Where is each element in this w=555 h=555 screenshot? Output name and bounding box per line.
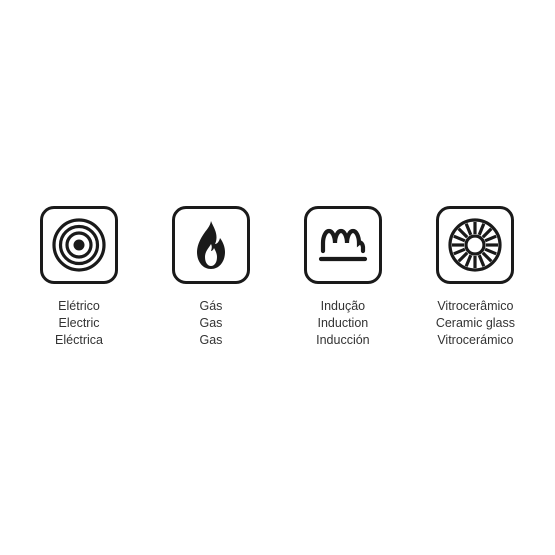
gas-icon-box xyxy=(172,206,250,284)
cooktop-compatibility-icons: Elétrico Electric Eléctrica Gás Gas Gas xyxy=(40,206,515,349)
label-es: Gas xyxy=(199,332,222,349)
label-es: Inducción xyxy=(316,332,370,349)
label-pt: Indução xyxy=(316,298,370,315)
electric-labels: Elétrico Electric Eléctrica xyxy=(55,298,103,349)
label-es: Eléctrica xyxy=(55,332,103,349)
ceramic-radial-icon xyxy=(447,217,503,273)
label-es: Vitrocerámico xyxy=(436,332,515,349)
gas-flame-icon xyxy=(183,217,239,273)
ceramic-icon-box xyxy=(436,206,514,284)
item-electric: Elétrico Electric Eléctrica xyxy=(40,206,118,349)
induction-labels: Indução Induction Inducción xyxy=(316,298,370,349)
ceramic-labels: Vitrocerâmico Ceramic glass Vitrocerámic… xyxy=(436,298,515,349)
induction-icon-box xyxy=(304,206,382,284)
gas-labels: Gás Gas Gas xyxy=(199,298,222,349)
electric-icon-box xyxy=(40,206,118,284)
item-gas: Gás Gas Gas xyxy=(172,206,250,349)
label-en: Electric xyxy=(55,315,103,332)
label-en: Gas xyxy=(199,315,222,332)
item-ceramic: Vitrocerâmico Ceramic glass Vitrocerámic… xyxy=(436,206,515,349)
label-pt: Vitrocerâmico xyxy=(436,298,515,315)
induction-coil-icon xyxy=(315,217,371,273)
label-en: Induction xyxy=(316,315,370,332)
label-en: Ceramic glass xyxy=(436,315,515,332)
item-induction: Indução Induction Inducción xyxy=(304,206,382,349)
label-pt: Gás xyxy=(199,298,222,315)
label-pt: Elétrico xyxy=(55,298,103,315)
electric-icon xyxy=(51,217,107,273)
